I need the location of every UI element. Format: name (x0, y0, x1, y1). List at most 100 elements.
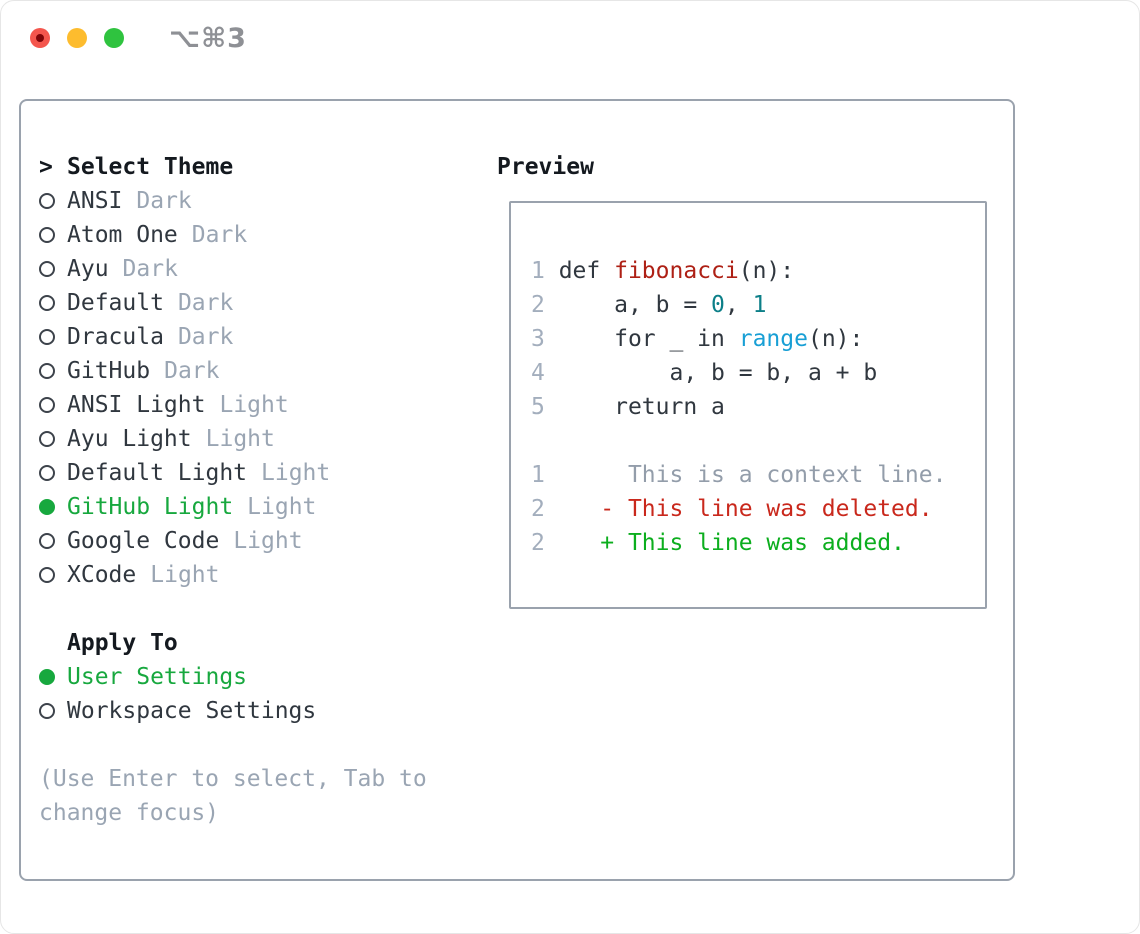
token-num: 1 (752, 292, 767, 318)
variant-label: Dark (136, 188, 192, 214)
code-line: 2 a, b = 0, 1 (531, 288, 946, 322)
radio-icon (39, 431, 55, 447)
apply-option-workspace-settings[interactable]: Workspace Settings (39, 694, 469, 728)
option-label: Default (67, 290, 164, 316)
option-label: Ayu (67, 256, 109, 282)
theme-option-ayu-light[interactable]: Ayu Light Light (39, 422, 469, 456)
radio-icon (39, 703, 55, 719)
preview-title: Preview (497, 154, 594, 180)
theme-option-dracula[interactable]: Dracula Dark (39, 320, 469, 354)
radio-selected-icon (39, 669, 55, 685)
token-code: a, b = (544, 292, 712, 318)
spacer (39, 592, 469, 626)
zoom-button[interactable] (104, 28, 124, 48)
option-label: Ayu Light (67, 426, 192, 452)
option-label: ANSI (67, 188, 123, 214)
apply-to-header: Apply To (39, 626, 469, 660)
token-code: for _ in (544, 326, 739, 352)
hint-line-2: change focus) (39, 800, 220, 826)
select-theme-title: Select Theme (67, 154, 234, 180)
apply-to-list: User Settings Workspace Settings (39, 660, 469, 728)
code-line: 5 return a (531, 390, 946, 424)
radio-icon (39, 397, 55, 413)
titlebar: ⌥⌘3 (1, 1, 1139, 75)
window-title: ⌥⌘3 (169, 23, 247, 54)
theme-option-atom-one[interactable]: Atom One Dark (39, 218, 469, 252)
theme-option-ansi-light[interactable]: ANSI Light Light (39, 388, 469, 422)
variant-label: Dark (122, 256, 178, 282)
traffic-lights (30, 28, 124, 48)
line-number: 4 (531, 360, 545, 386)
line-number: 1 (531, 462, 545, 488)
variant-label: Light (150, 562, 220, 588)
token-code: return a (544, 394, 725, 420)
code-line (531, 424, 946, 458)
theme-panel: > Select Theme ANSI Dark Atom One Dark Ayu Da… (39, 150, 469, 830)
token-ctx: This is a context line. (544, 462, 947, 488)
close-dot-icon (36, 34, 44, 42)
variant-label: Light (219, 392, 289, 418)
option-label: GitHub (67, 358, 151, 384)
variant-label: Dark (164, 358, 220, 384)
radio-icon (39, 465, 55, 481)
apply-to-title: Apply To (67, 630, 178, 656)
line-number: 5 (531, 394, 545, 420)
code-line: 3 for _ in range(n): (531, 322, 946, 356)
theme-option-github-light[interactable]: GitHub Light Light (39, 490, 469, 524)
variant-label: Dark (177, 290, 234, 316)
token-code: a, b = b, a + b (544, 360, 878, 386)
code-line: 1 def fibonacci(n): (531, 254, 946, 288)
token-code: def (544, 258, 615, 284)
theme-list: ANSI Dark Atom One Dark Ayu Dark Default Dark Dr… (39, 184, 469, 592)
theme-option-github[interactable]: GitHub Dark (39, 354, 469, 388)
theme-option-xcode[interactable]: XCode Light (39, 558, 469, 592)
radio-icon (39, 329, 55, 345)
token-add: + This line was added. (544, 530, 905, 556)
token-func: fibonacci (614, 258, 739, 284)
option-label: ANSI Light (67, 392, 206, 418)
radio-icon (39, 227, 55, 243)
radio-icon (39, 363, 55, 379)
code-line: 4 a, b = b, a + b (531, 356, 946, 390)
focus-caret: > (39, 154, 53, 180)
radio-icon (39, 193, 55, 209)
select-theme-header: > Select Theme (39, 150, 469, 184)
line-number: 3 (531, 326, 545, 352)
theme-option-default-light[interactable]: Default Light Light (39, 456, 469, 490)
option-label: Workspace Settings (67, 698, 317, 724)
variant-label: Light (205, 426, 275, 452)
radio-icon (39, 567, 55, 583)
line-number: 2 (531, 530, 545, 556)
theme-option-google-code[interactable]: Google Code Light (39, 524, 469, 558)
close-button[interactable] (30, 28, 50, 48)
spacer (39, 728, 469, 762)
code-line: 2 + This line was added. (531, 526, 946, 560)
apply-option-user-settings[interactable]: User Settings (39, 660, 469, 694)
token-code: (n): (807, 326, 864, 352)
theme-option-ayu[interactable]: Ayu Dark (39, 252, 469, 286)
code-line: 2 - This line was deleted. (531, 492, 946, 526)
option-label: Google Code (67, 528, 220, 554)
option-label: Atom One (67, 222, 178, 248)
theme-option-ansi[interactable]: ANSI Dark (39, 184, 469, 218)
variant-label: Light (247, 494, 317, 520)
theme-option-default[interactable]: Default Dark (39, 286, 469, 320)
code-line: 1 This is a context line. (531, 458, 946, 492)
line-number: 1 (531, 258, 545, 284)
option-label: User Settings (67, 664, 248, 690)
option-label: XCode (67, 562, 137, 588)
variant-label: Light (261, 460, 331, 486)
radio-icon (39, 295, 55, 311)
radio-selected-icon (39, 499, 55, 515)
option-label: Default Light (67, 460, 248, 486)
token-num: 0 (711, 292, 725, 318)
option-label: Dracula (67, 324, 164, 350)
radio-icon (39, 533, 55, 549)
minimize-button[interactable] (67, 28, 87, 48)
token-builtin: range (738, 326, 808, 352)
token-del: - This line was deleted. (544, 496, 933, 522)
line-number: 2 (531, 496, 545, 522)
